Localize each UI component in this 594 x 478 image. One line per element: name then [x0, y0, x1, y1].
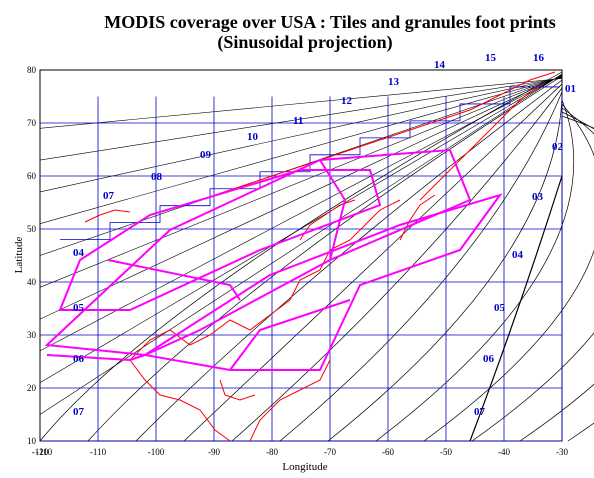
- tile-label-top: 10: [247, 131, 259, 143]
- parallel-line: [39, 77, 563, 193]
- tile-label-right: 06: [483, 353, 495, 365]
- tile-label-top: 12: [341, 95, 353, 107]
- plot-area: 07 08 09 10 11 12 13 14 15 16 01 02 03 04 05 06 07 04 05 06…: [39, 52, 594, 442]
- y-tick-label: 20: [27, 383, 37, 393]
- tile-label-top: 09: [200, 149, 212, 161]
- y-tick-label: 10: [27, 436, 37, 446]
- y-axis-ticks: 10 20 30 40 50 60 70 80: [27, 65, 37, 446]
- y-tick-label: 40: [27, 277, 37, 287]
- tile-label-left: 06: [73, 353, 85, 365]
- tile-label-right: 04: [512, 249, 524, 261]
- tile-label-top: 08: [151, 171, 163, 183]
- tile-grid: [40, 86, 563, 442]
- coastline-segment: [129, 359, 231, 442]
- tile-labels: 07 08 09 10 11 12 13 14 15 16 01 02 03 04 05 06 07 04 05 06…: [73, 52, 576, 418]
- x-tick-label: -50: [440, 447, 452, 457]
- tile-label-top: 11: [293, 115, 303, 127]
- tile-label-left: 05: [73, 302, 85, 314]
- x-tick-label: -90: [208, 447, 220, 457]
- meridian-curve: [327, 95, 563, 442]
- meridian-curve: [519, 111, 594, 442]
- x-tick-label: -110: [36, 447, 53, 457]
- tile-label-top: 14: [434, 59, 446, 71]
- coastline-segment: [419, 84, 541, 201]
- parallel-line: [39, 77, 563, 161]
- coastline-segment: [219, 379, 256, 401]
- tile-label-left: 04: [73, 247, 85, 259]
- granule-footprint: [46, 354, 146, 362]
- parallel-line: [39, 74, 563, 352]
- x-axis-ticks: -120-110 -110 -100 -90 -80 -70 -60 -50 -40 -30: [32, 447, 569, 457]
- coastline-segment: [249, 359, 331, 442]
- y-tick-label: 30: [27, 330, 37, 340]
- meridian-curve: [87, 75, 563, 442]
- y-tick-label: 50: [27, 224, 37, 234]
- meridian-curve: [423, 103, 594, 442]
- coastline-segment: [399, 194, 436, 241]
- x-tick-label: -100: [148, 447, 165, 457]
- meridian-curve: [561, 115, 594, 442]
- parallel-line: [39, 75, 563, 320]
- x-tick-label: -30: [556, 447, 568, 457]
- y-axis-label: Latitude: [13, 237, 25, 274]
- tile-label-right: 05: [494, 302, 506, 314]
- parallel-line: [39, 75, 563, 288]
- coastline-segment: [129, 199, 401, 361]
- granule-footprint: [319, 159, 347, 261]
- granule-footprint: [107, 259, 241, 301]
- y-tick-label: 70: [27, 118, 37, 128]
- meridian-curve: [135, 79, 563, 442]
- meridian-curve: [183, 83, 563, 442]
- x-tick-label: -80: [266, 447, 278, 457]
- x-tick-label: -110: [90, 447, 107, 457]
- tile-label-top: 13: [388, 76, 400, 88]
- coastline-segment: [199, 71, 556, 201]
- tile-label-top: 16: [533, 52, 545, 64]
- granule-footprint: [44, 148, 472, 357]
- x-tick-label: -120: [32, 447, 49, 457]
- x-axis-label: Longitude: [282, 461, 327, 473]
- tile-label-right: 07: [474, 406, 486, 418]
- y-tick-label: 80: [27, 65, 37, 75]
- x-tick-label: -70: [324, 447, 336, 457]
- coastline-segment: [299, 199, 356, 241]
- granule-footprint: [58, 169, 382, 311]
- meridian-curve: [39, 71, 563, 442]
- x-tick-label: -60: [382, 447, 394, 457]
- tile-label-left: 07: [73, 406, 85, 418]
- meridian-curve: [279, 91, 563, 442]
- title-line-1: MODIS coverage over USA : Tiles and gran…: [104, 12, 556, 32]
- parallel-line: [39, 78, 563, 129]
- y-tick-label: 60: [27, 171, 37, 181]
- tile-label-top: 07: [103, 190, 115, 202]
- granule-footprints: [44, 148, 503, 371]
- meridian-curve: [375, 99, 575, 442]
- parallel-line: [39, 76, 563, 224]
- tile-label-right: 01: [565, 83, 576, 95]
- x-tick-label: -40: [498, 447, 510, 457]
- granule-footprint: [229, 299, 351, 371]
- projection-edge: [469, 175, 563, 442]
- tile-label-right: 03: [532, 191, 544, 203]
- title-line-2: (Sinusoidal projection): [217, 32, 392, 53]
- meridian-curve: [471, 107, 594, 442]
- tile-label-right: 02: [552, 141, 564, 153]
- parallel-line: [39, 73, 563, 415]
- granule-footprint: [142, 193, 503, 371]
- coastline-segment: [84, 209, 131, 223]
- tile-label-top: 15: [485, 52, 497, 64]
